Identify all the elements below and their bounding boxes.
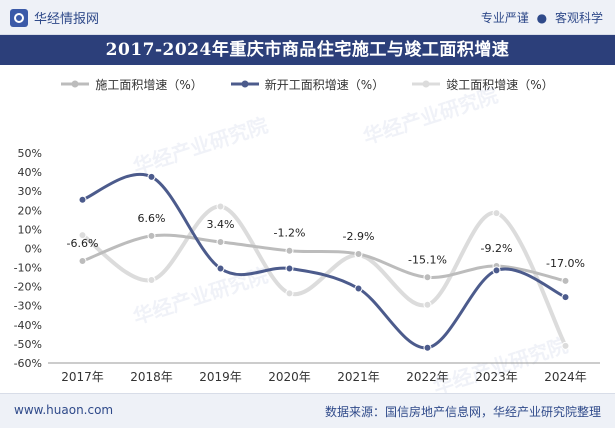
data-point-new-start[interactable] bbox=[147, 172, 156, 181]
data-point-new-start[interactable] bbox=[354, 284, 363, 293]
footer-url-link[interactable]: www.huaon.com bbox=[14, 403, 114, 417]
data-point-construction[interactable] bbox=[216, 237, 225, 246]
data-point-construction[interactable] bbox=[285, 246, 294, 255]
brand-logo-icon bbox=[10, 8, 28, 27]
data-point-completion[interactable] bbox=[561, 341, 570, 350]
data-label: -9.2% bbox=[481, 242, 513, 255]
data-label: 3.4% bbox=[207, 218, 235, 231]
data-label: -1.2% bbox=[274, 227, 306, 240]
data-point-new-start[interactable] bbox=[285, 264, 294, 273]
data-point-new-start[interactable] bbox=[78, 195, 87, 204]
data-point-construction[interactable] bbox=[78, 257, 87, 266]
legend-label-completion: 竣工面积增速（%） bbox=[446, 77, 554, 92]
data-point-construction[interactable] bbox=[147, 231, 156, 240]
line-chart: 50% 40% 30% 20% 10% 0% -10% -20% -30% -40% -50% -60… bbox=[14, 147, 600, 384]
y-tick-label: 50% bbox=[18, 147, 42, 160]
y-tick-label: 0% bbox=[25, 242, 42, 255]
legend-swatch-new-start bbox=[230, 80, 259, 88]
legend-item-new-start[interactable]: 新开工面积增速（%） bbox=[230, 76, 385, 93]
legend-item-construction[interactable]: 施工面积增速（%） bbox=[61, 76, 203, 93]
data-label: -15.1% bbox=[408, 253, 447, 266]
x-tick-label: 2024年 bbox=[544, 370, 587, 384]
data-point-completion[interactable] bbox=[423, 300, 432, 309]
footer: www.huaon.com 数据来源：国信房地产信息网，华经产业研究院整理 bbox=[0, 393, 615, 428]
brand[interactable]: 华经情报网 bbox=[10, 8, 99, 27]
series-line-construction bbox=[81, 233, 567, 283]
data-point-construction[interactable] bbox=[354, 249, 363, 258]
y-tick-label: -30% bbox=[14, 300, 42, 313]
tagline-left: 专业严谨 bbox=[480, 11, 529, 25]
data-point-new-start[interactable] bbox=[492, 266, 501, 275]
data-point-completion[interactable] bbox=[78, 231, 87, 240]
data-point-completion[interactable] bbox=[285, 289, 294, 298]
x-tick-label: 2022年 bbox=[406, 370, 449, 384]
x-tick-label: 2021年 bbox=[337, 370, 380, 384]
x-tick-label: 2019年 bbox=[199, 370, 242, 384]
tagline-right: 客观科学 bbox=[554, 11, 603, 25]
y-tick-label: 10% bbox=[18, 223, 42, 236]
data-point-completion[interactable] bbox=[216, 202, 225, 211]
x-tick-label: 2018年 bbox=[130, 370, 173, 384]
data-point-completion[interactable] bbox=[492, 209, 501, 218]
data-label: 6.6% bbox=[138, 212, 166, 225]
data-point-new-start[interactable] bbox=[561, 293, 570, 302]
chart-title: 2017-2024年重庆市商品住宅施工与竣工面积增速 bbox=[0, 35, 615, 65]
y-tick-label: -20% bbox=[14, 281, 42, 294]
data-point-new-start[interactable] bbox=[423, 343, 432, 352]
data-point-completion[interactable] bbox=[147, 275, 156, 284]
legend-item-completion[interactable]: 竣工面积增速（%） bbox=[412, 76, 554, 93]
data-label: -6.6% bbox=[67, 237, 99, 250]
y-tick-label: 40% bbox=[18, 166, 42, 179]
legend-label-construction: 施工面积增速（%） bbox=[95, 77, 203, 92]
y-tick-label: -10% bbox=[14, 262, 42, 275]
data-label: -17.0% bbox=[546, 257, 585, 270]
y-tick-label: -40% bbox=[14, 319, 42, 332]
footer-source: 数据来源：国信房地产信息网，华经产业研究院整理 bbox=[324, 405, 601, 419]
y-tick-label: 20% bbox=[18, 204, 42, 217]
y-tick-label: 30% bbox=[18, 185, 42, 198]
tagline: 专业严谨 ● 客观科学 bbox=[481, 9, 603, 26]
tagline-dot: ● bbox=[536, 11, 548, 25]
x-tick-label: 2020年 bbox=[268, 370, 311, 384]
series-line-new-start bbox=[81, 173, 567, 350]
x-tick-label: 2023年 bbox=[475, 370, 518, 384]
top-bar: 华经情报网 专业严谨 ● 客观科学 bbox=[0, 0, 615, 35]
x-tick-label: 2017年 bbox=[61, 370, 104, 384]
data-point-construction[interactable] bbox=[423, 273, 432, 282]
legend-label-new-start: 新开工面积增速（%） bbox=[264, 77, 385, 92]
data-point-construction[interactable] bbox=[561, 276, 570, 285]
legend-swatch-completion bbox=[412, 80, 441, 88]
brand-name: 华经情报网 bbox=[34, 12, 100, 27]
y-tick-label: -60% bbox=[14, 357, 42, 370]
chart-legend: 施工面积增速（%） 新开工面积增速（%） 竣工面积增速（%） bbox=[0, 74, 615, 94]
legend-swatch-construction bbox=[61, 80, 90, 88]
data-point-new-start[interactable] bbox=[216, 264, 225, 273]
y-tick-label: -50% bbox=[14, 338, 42, 351]
data-label: -2.9% bbox=[343, 230, 375, 243]
